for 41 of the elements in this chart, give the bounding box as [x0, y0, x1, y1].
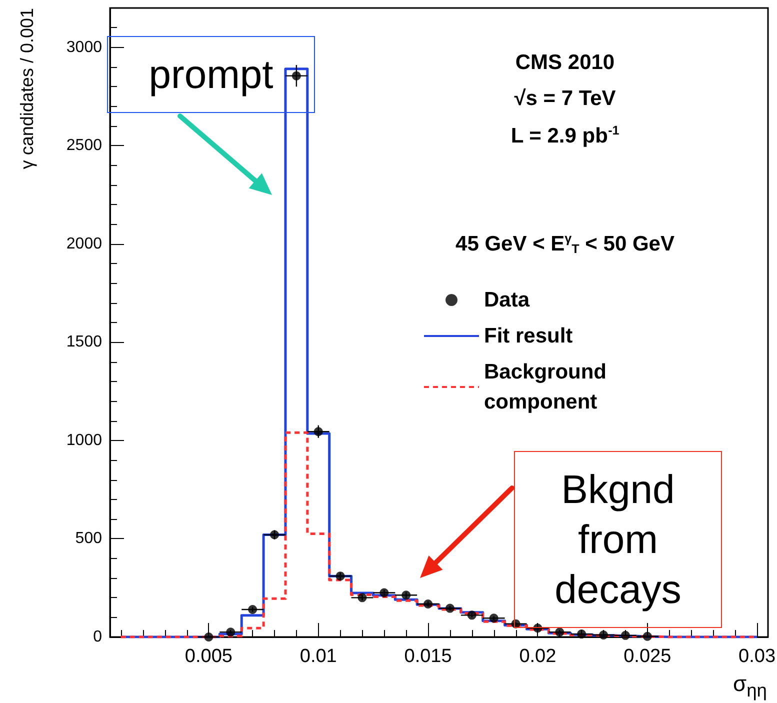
x-tick-label: 0.005	[184, 646, 232, 667]
point	[336, 572, 345, 581]
y-tick-label: 3000	[66, 38, 102, 56]
legend-label: Fit result	[484, 324, 573, 348]
y-tick-label: 1000	[66, 432, 102, 449]
point	[358, 593, 367, 602]
y-axis-title: γ candidates / 0.001	[17, 8, 37, 170]
y-tick-label: 0	[93, 628, 102, 646]
point	[270, 530, 279, 540]
point	[445, 604, 454, 613]
x-axis-title: σ$_{ηη}$	[733, 671, 767, 702]
annotation: CMS 2010	[515, 51, 615, 74]
y-tick-label: 2000	[66, 235, 102, 252]
annotation: Bkgnd from decays	[514, 451, 722, 628]
point	[402, 590, 411, 600]
y-tick-label: 500	[75, 530, 102, 548]
y-tick-label: 1500	[66, 334, 102, 351]
point	[380, 588, 389, 598]
x-tick-label: 0.025	[624, 646, 672, 667]
point	[642, 632, 652, 641]
annotation: √s = 7 TeV	[514, 87, 616, 110]
point	[620, 630, 630, 640]
y-tick-label: 2500	[66, 137, 102, 154]
legend-label: Data	[484, 288, 530, 312]
x-tick-label: 0.03	[738, 646, 776, 667]
point	[467, 610, 476, 620]
x-tick-label: 0.01	[300, 646, 337, 667]
point	[292, 71, 301, 80]
x-tick-label: 0.015	[404, 646, 452, 667]
point	[314, 427, 323, 436]
point	[489, 614, 498, 623]
point	[248, 604, 258, 614]
legend-label: Background component	[484, 360, 612, 414]
point	[599, 630, 608, 640]
point	[204, 632, 214, 642]
point	[226, 628, 236, 637]
point	[424, 599, 433, 608]
point	[577, 630, 586, 639]
x-tick-label: 0.02	[519, 646, 556, 667]
point	[555, 628, 564, 637]
annotation: prompt	[107, 36, 315, 113]
